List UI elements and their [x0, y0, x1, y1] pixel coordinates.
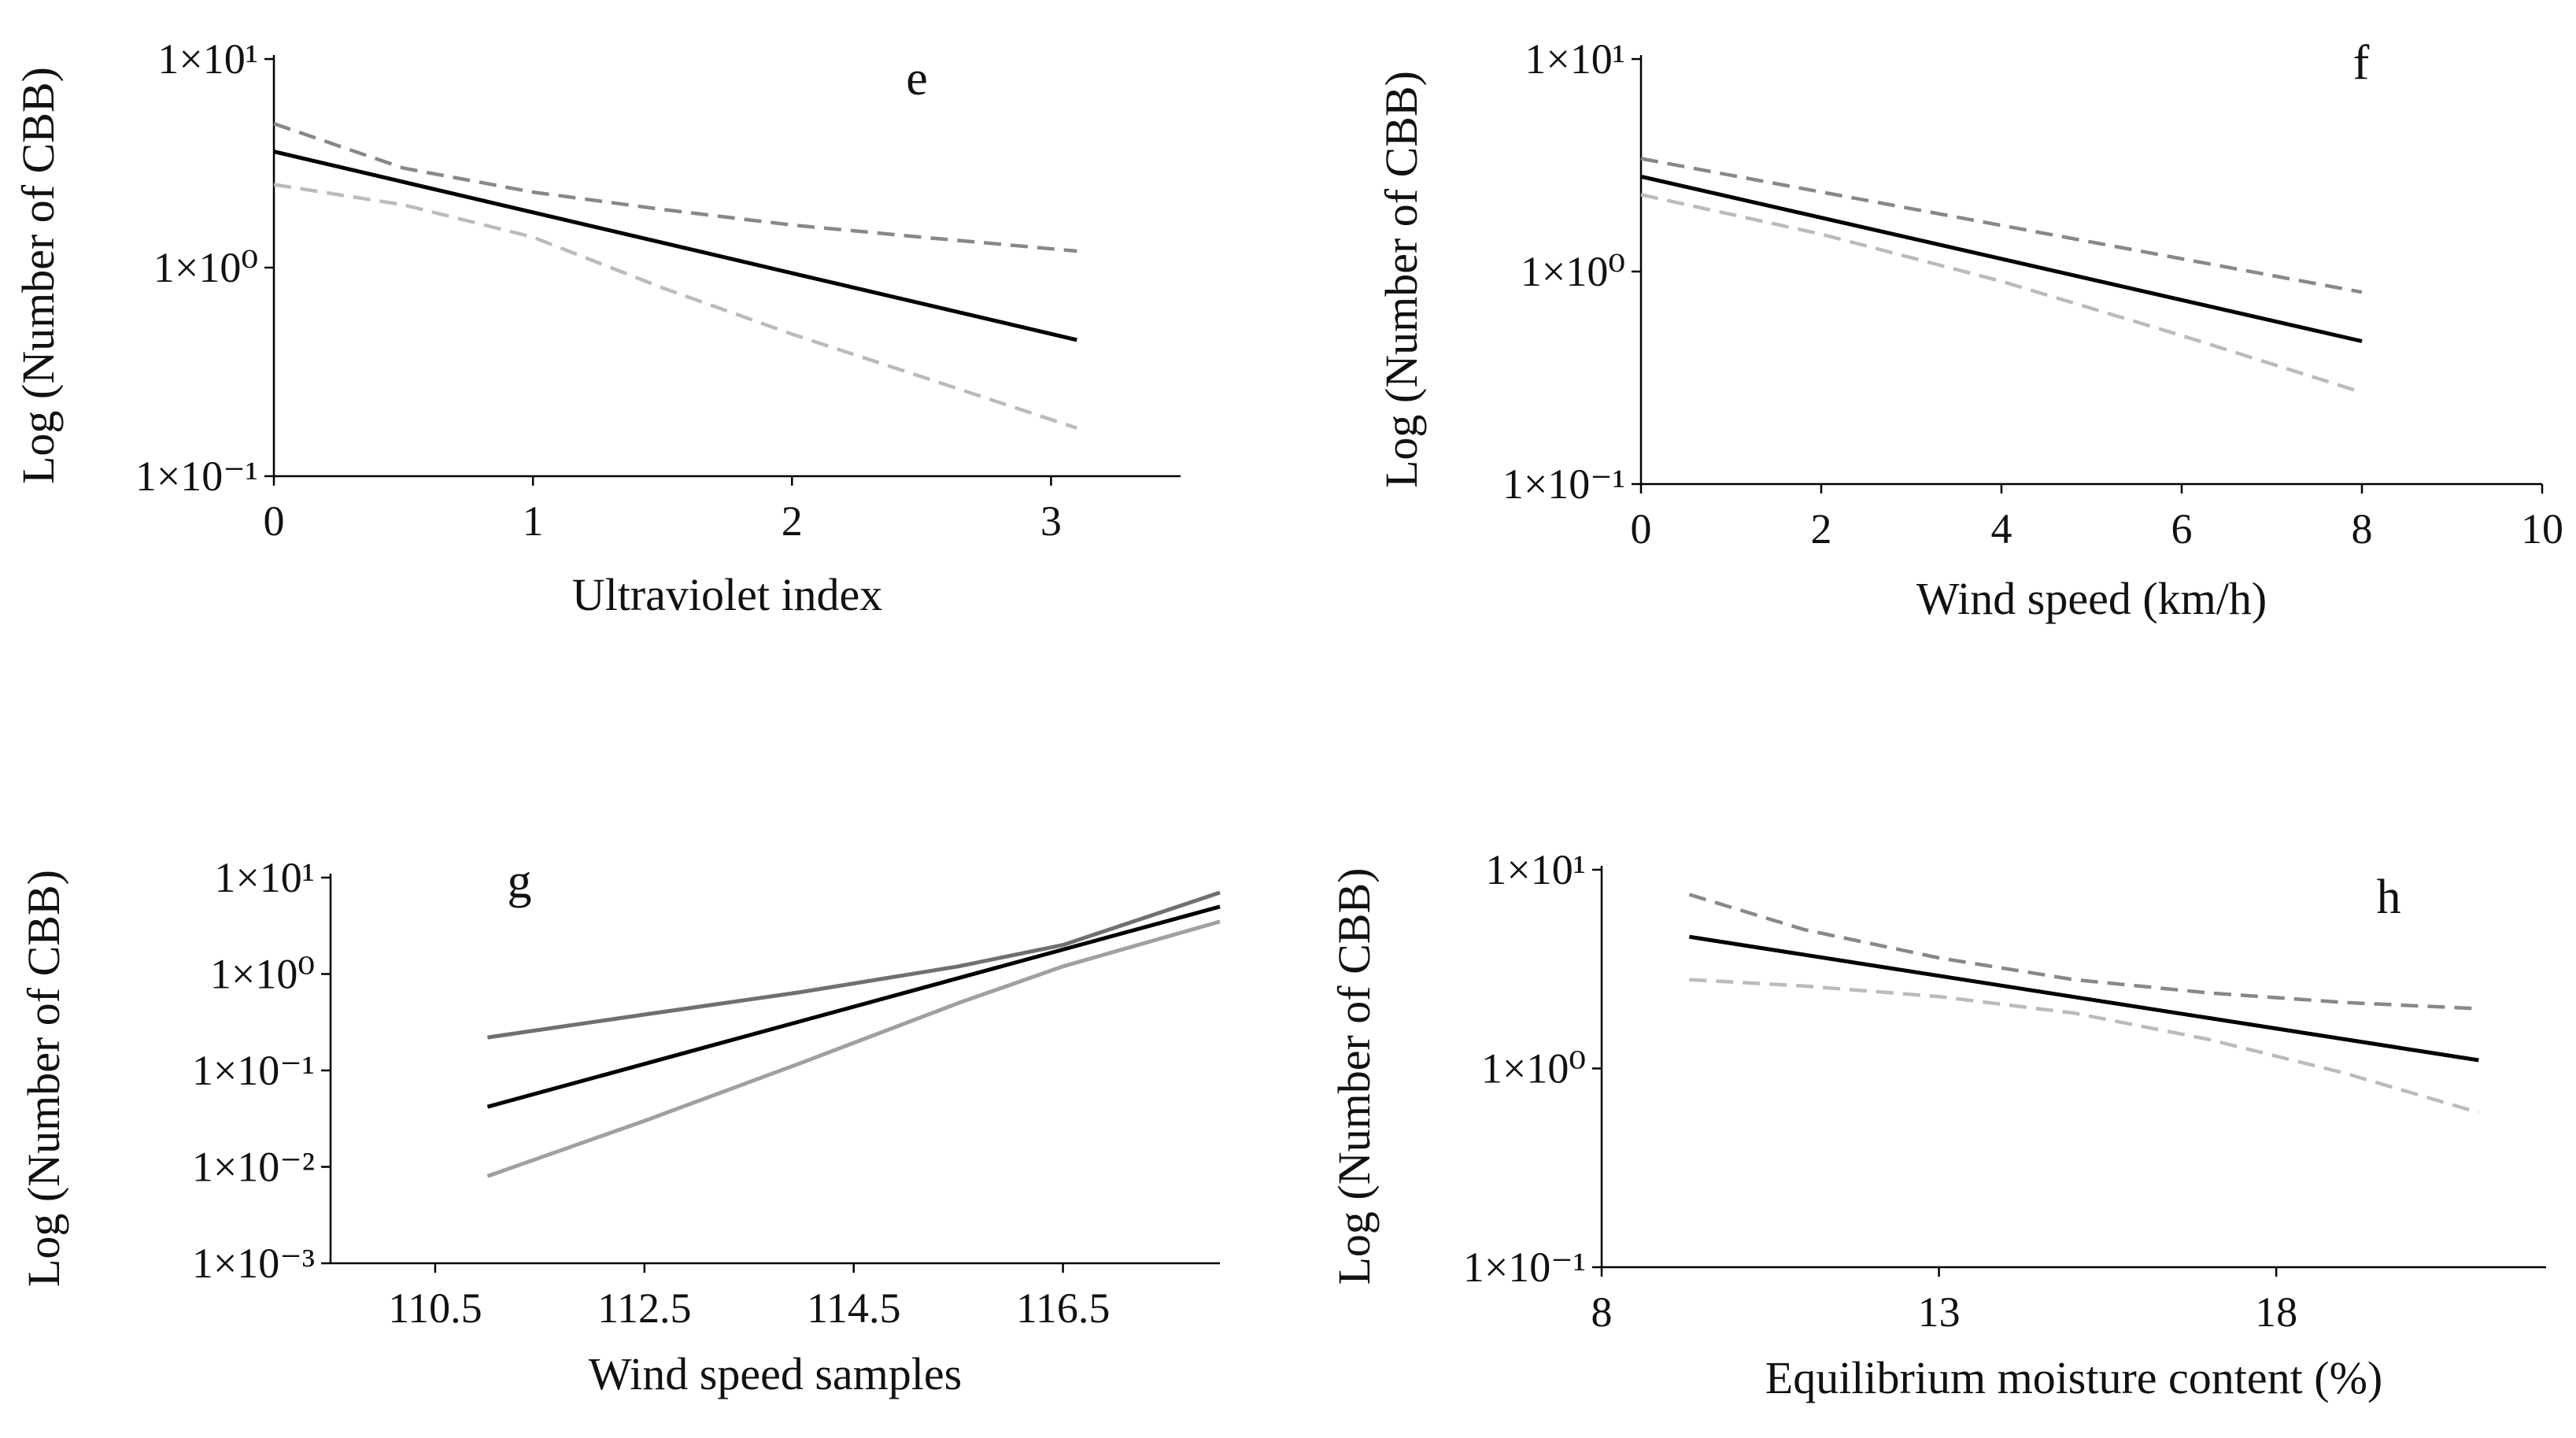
- chart-panel-e: 1×10⁻¹ 1×10⁰ 1×10¹ 0 1 2 3 Ultraviolet index Log…: [13, 35, 1181, 620]
- series-line-fit: [486, 904, 1221, 1109]
- y-tick-label: 1×10⁰: [1521, 248, 1625, 295]
- y-tick-label: 1×10¹: [1525, 35, 1625, 83]
- x-tick-label: 6: [2171, 505, 2193, 553]
- y-tick-label: 1×10⁰: [210, 951, 315, 998]
- y-tick-label: 1×10¹: [157, 35, 258, 83]
- x-axis-label: Equilibrium moisture content (%): [1765, 1352, 2382, 1403]
- series-line-fit: [1640, 174, 2363, 343]
- x-tick-label: 13: [1918, 1288, 1961, 1336]
- series-line-upper-bound: [273, 121, 1077, 253]
- y-tick-label: 1×10⁰: [1481, 1045, 1586, 1092]
- x-tick-label: 4: [1991, 505, 2012, 553]
- chart-panel-h: 1×10⁻¹ 1×10⁰ 1×10¹ 8 13 18 Equilibrium moistur…: [1329, 846, 2546, 1403]
- x-tick-label: 0: [264, 497, 285, 545]
- x-tick-label: 18: [2255, 1288, 2297, 1336]
- x-axis-label: Wind speed (km/h): [1916, 573, 2267, 624]
- y-tick-label: 1×10⁻³: [192, 1240, 315, 1287]
- series-line-lower-bound: [1640, 193, 2363, 394]
- y-tick-label: 1×10⁻¹: [192, 1047, 315, 1094]
- x-tick-label: 110.5: [388, 1285, 482, 1332]
- chart-panel-f: 1×10⁻¹ 1×10⁰ 1×10¹ 0 2 4 6 8 10 Wind speed (km/h)…: [1376, 35, 2563, 624]
- series-line-lower-bound: [273, 183, 1078, 431]
- panel-letter: e: [906, 52, 928, 105]
- y-tick-label: 1×10¹: [214, 854, 315, 901]
- y-tick-label: 1×10¹: [1485, 846, 1586, 893]
- series-line-lower-bound: [1689, 978, 2479, 1115]
- series-line-lower-bound: [486, 919, 1221, 1178]
- x-tick-label: 8: [2352, 505, 2373, 553]
- series-line-fit: [273, 150, 1077, 342]
- y-axis-label: Log (Number of CBB): [13, 67, 64, 484]
- x-tick-label: 3: [1040, 497, 1062, 545]
- x-tick-label: 1: [523, 497, 544, 545]
- x-tick-label: 8: [1591, 1288, 1613, 1336]
- x-axis-label: Ultraviolet index: [572, 569, 883, 620]
- y-axis-label: Log (Number of CBB): [1376, 71, 1427, 488]
- x-tick-label: 0: [1631, 505, 1652, 553]
- series-line-upper-bound: [487, 890, 1221, 1040]
- y-axis-label: Log (Number of CBB): [1329, 868, 1380, 1285]
- y-tick-label: 1×10⁻¹: [135, 453, 258, 500]
- x-tick-label: 2: [782, 497, 803, 545]
- x-tick-label: 112.5: [597, 1285, 692, 1332]
- x-axis-label: Wind speed samples: [589, 1348, 962, 1399]
- y-tick-label: 1×10⁻¹: [1502, 460, 1625, 508]
- panel-letter: f: [2353, 36, 2370, 90]
- x-tick-label: 116.5: [1016, 1285, 1111, 1332]
- panel-letter: g: [508, 855, 532, 908]
- chart-panel-g: 1×10⁻³ 1×10⁻² 1×10⁻¹ 1×10⁰ 1×10¹ 110.5 112.5 11…: [18, 854, 1221, 1399]
- y-axis-label: Log (Number of CBB): [18, 870, 69, 1287]
- x-tick-label: 10: [2521, 505, 2563, 553]
- series-line-upper-bound: [1688, 893, 2479, 1011]
- x-tick-label: 2: [1811, 505, 1832, 553]
- y-tick-label: 1×10⁰: [153, 244, 258, 291]
- y-tick-label: 1×10⁻²: [192, 1144, 315, 1191]
- y-tick-label: 1×10⁻¹: [1463, 1244, 1586, 1291]
- series-line-upper-bound: [1640, 157, 2363, 294]
- panel-letter: h: [2377, 871, 2401, 924]
- series-line-fit: [1689, 934, 2479, 1063]
- x-tick-label: 114.5: [807, 1285, 901, 1332]
